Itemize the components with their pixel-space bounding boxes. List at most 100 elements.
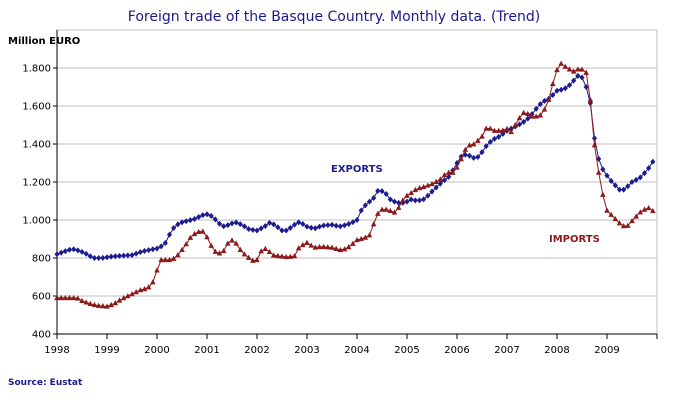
point-exports	[408, 196, 414, 203]
x-tick-label: 1999	[94, 345, 119, 356]
point-exports	[221, 223, 227, 230]
point-imports	[558, 60, 564, 66]
point-imports	[462, 146, 469, 152]
point-imports	[75, 295, 81, 301]
point-imports	[316, 243, 323, 250]
point-exports	[79, 248, 85, 255]
point-imports	[162, 256, 169, 263]
point-exports	[558, 86, 564, 93]
point-imports	[533, 113, 539, 119]
point-exports	[116, 252, 123, 259]
point-imports	[183, 241, 189, 247]
point-imports	[466, 142, 473, 148]
point-exports	[541, 97, 548, 104]
point-imports	[337, 246, 344, 253]
point-exports	[212, 216, 218, 223]
point-exports	[271, 221, 277, 228]
point-imports	[291, 253, 298, 259]
y-axis-label: Million EURO	[8, 36, 80, 47]
point-imports	[262, 245, 269, 252]
point-exports	[650, 158, 656, 165]
point-imports	[616, 220, 623, 226]
point-imports	[487, 125, 494, 131]
point-imports	[104, 303, 110, 309]
point-imports	[62, 294, 69, 301]
point-imports	[54, 294, 60, 301]
point-imports	[520, 109, 527, 115]
point-imports	[129, 291, 135, 297]
point-imports	[383, 206, 389, 212]
point-exports	[600, 166, 606, 173]
point-imports	[208, 242, 214, 248]
point-exports	[208, 212, 214, 219]
point-exports	[54, 251, 60, 258]
x-tick-label: 2009	[594, 345, 619, 356]
point-imports	[304, 239, 310, 245]
point-imports	[350, 240, 356, 246]
point-exports	[171, 225, 177, 232]
point-exports	[196, 213, 202, 220]
x-tick-label: 2007	[494, 345, 519, 356]
point-imports	[116, 297, 123, 303]
y-tick-label: 800	[32, 254, 51, 265]
point-imports	[491, 127, 498, 133]
point-exports	[496, 133, 502, 140]
point-imports	[600, 191, 606, 197]
point-imports	[370, 221, 377, 227]
x-tick-label: 2008	[544, 345, 569, 356]
point-imports	[233, 240, 239, 246]
point-exports	[383, 191, 389, 198]
point-exports	[279, 227, 285, 234]
point-exports	[283, 227, 289, 234]
point-imports	[458, 155, 464, 162]
point-imports	[266, 248, 273, 255]
point-imports	[258, 248, 264, 254]
point-imports	[612, 215, 619, 222]
x-axis-ticks: 1998 1999 2000 2001 2002 2003 2004 2005 2006 2007…	[44, 334, 658, 356]
point-imports	[58, 294, 64, 301]
point-exports	[183, 218, 189, 225]
point-imports	[512, 122, 519, 128]
point-exports	[179, 219, 185, 226]
point-imports	[608, 211, 614, 217]
point-imports	[587, 96, 594, 102]
chart-title: Foreign trade of the Basque Country. Mon…	[128, 9, 540, 25]
point-imports	[554, 66, 560, 73]
point-exports	[583, 84, 589, 90]
point-exports	[296, 219, 302, 226]
point-imports	[87, 300, 94, 307]
point-imports	[500, 127, 506, 133]
point-imports	[516, 115, 523, 121]
series-label-exports: EXPORTS	[331, 164, 383, 175]
point-exports	[371, 194, 377, 201]
point-exports	[300, 221, 306, 228]
point-imports	[575, 66, 581, 72]
point-imports	[237, 246, 244, 252]
point-imports	[283, 253, 289, 260]
y-tick-label: 400	[32, 330, 51, 341]
point-imports	[454, 164, 460, 170]
point-exports	[479, 149, 485, 156]
point-exports	[175, 221, 181, 228]
point-imports	[91, 301, 98, 308]
y-axis-ticks: 400 600 800 1.000 1.200 1.400 1.600 1.800	[22, 64, 57, 341]
point-exports	[275, 224, 281, 231]
point-imports	[150, 279, 156, 285]
point-exports	[104, 254, 110, 261]
point-exports	[129, 252, 135, 259]
point-imports	[325, 244, 331, 250]
point-exports	[62, 248, 68, 255]
point-exports	[362, 202, 368, 209]
point-imports	[362, 234, 369, 240]
point-imports	[579, 66, 585, 72]
point-imports	[220, 247, 227, 254]
point-imports	[333, 245, 339, 251]
point-exports	[375, 187, 381, 194]
point-exports	[321, 222, 327, 229]
point-exports	[96, 255, 102, 261]
point-imports	[604, 207, 610, 213]
point-imports	[562, 63, 569, 69]
point-imports	[158, 256, 164, 263]
point-imports	[345, 244, 352, 250]
